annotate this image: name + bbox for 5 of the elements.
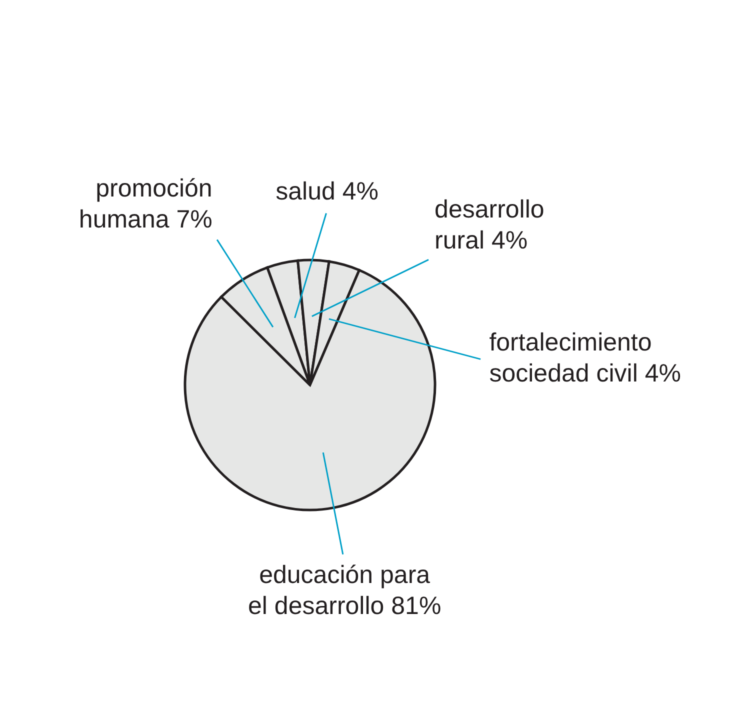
slice-label: educación para el desarrollo 81% — [248, 560, 442, 620]
slice-label: fortalecimiento sociedad civil 4% — [489, 328, 681, 388]
slice-label: promoción humana 7% — [78, 174, 212, 234]
slice-label: salud 4% — [276, 178, 378, 206]
slice-label: desarrollo rural 4% — [434, 195, 544, 254]
